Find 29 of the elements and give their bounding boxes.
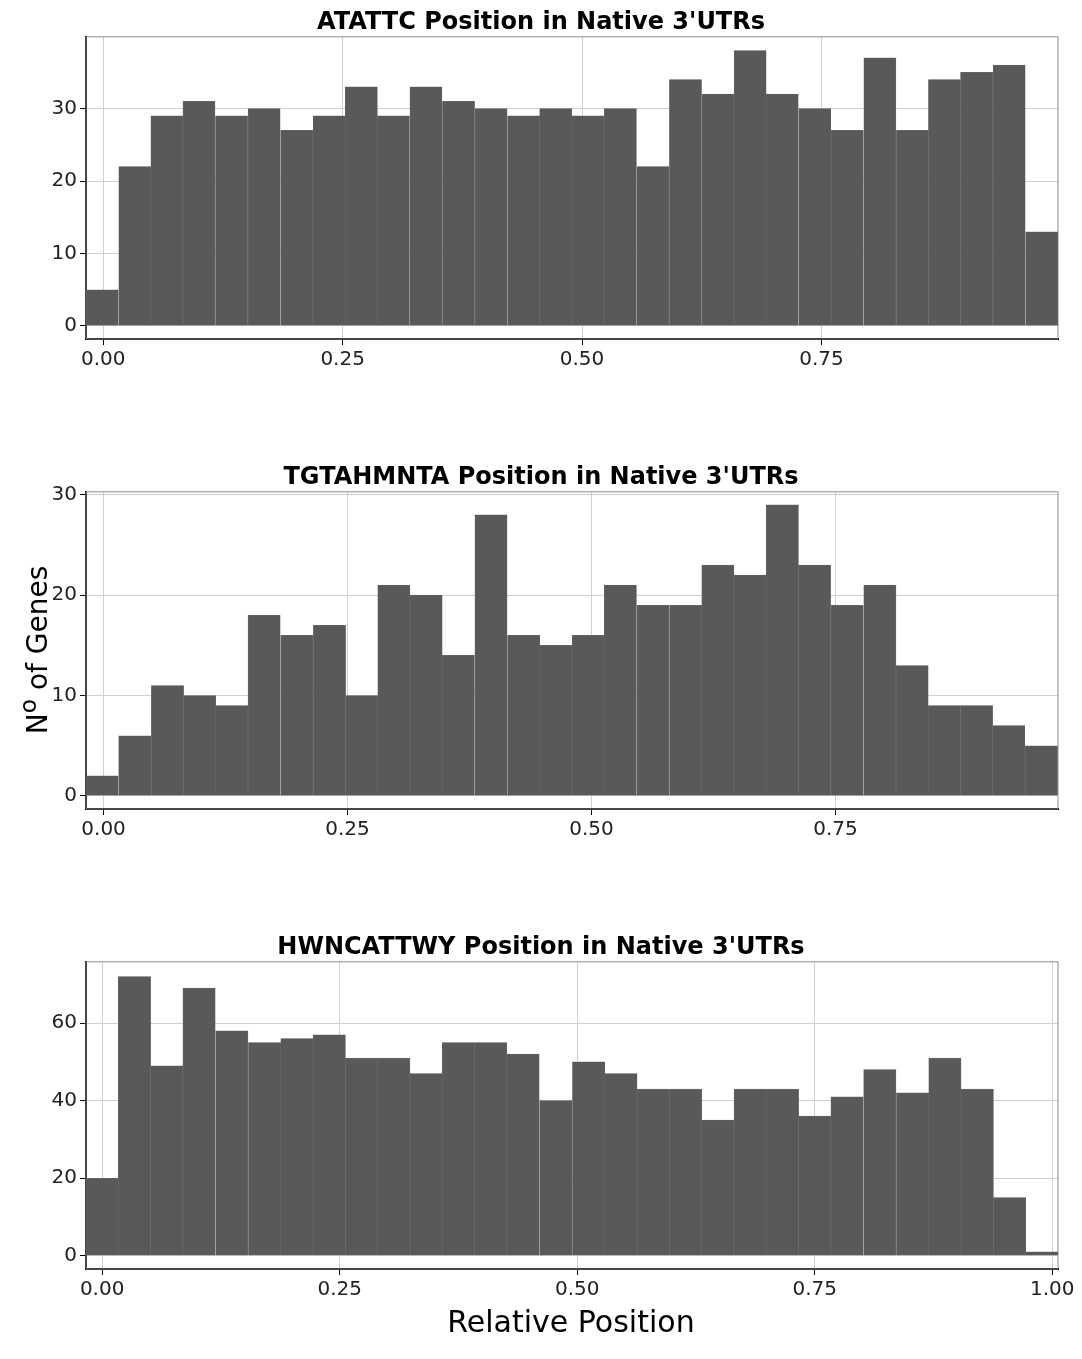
x-tick-label: 0.00: [80, 346, 126, 371]
x-tick-label: 0.50: [554, 1276, 600, 1301]
x-tick-label: 0.50: [559, 346, 605, 371]
x-tick-label: 0.75: [799, 346, 844, 371]
y-tick-label: 60: [51, 1009, 77, 1034]
x-axis-title: Relative Position: [446, 1304, 696, 1339]
chart-title: TGTAHMNTA Position in Native 3'UTRs: [283, 461, 799, 490]
y-tick-label: 30: [51, 481, 77, 506]
x-tick-label: 0.00: [81, 816, 126, 841]
y-tick-label: 20: [51, 1164, 77, 1189]
y-tick-label: 0: [64, 1242, 77, 1267]
y-tick-label: 0: [64, 782, 77, 807]
y-tick-label: 20: [51, 167, 77, 192]
y-tick-label: 40: [51, 1086, 77, 1111]
x-tick-label: 0.00: [79, 1276, 125, 1301]
y-tick-label: 20: [51, 581, 77, 606]
x-tick-label: 1.00: [1030, 1276, 1075, 1301]
x-tick-label: 0.25: [317, 1276, 362, 1301]
y-tick-label: 10: [51, 239, 77, 264]
x-tick-label: 0.75: [813, 816, 858, 841]
chart-title: ATATTC Position in Native 3'UTRs: [316, 6, 766, 35]
x-tick-label: 0.75: [792, 1276, 838, 1301]
chart-title: HWNCATTWY Position in Native 3'UTRs: [277, 931, 805, 960]
y-tick-label: 10: [51, 681, 77, 706]
x-tick-label: 0.50: [569, 816, 614, 841]
y-tick-label: 0: [64, 312, 77, 337]
y-tick-label: 30: [51, 94, 77, 119]
x-tick-label: 0.25: [325, 816, 370, 841]
x-tick-label: 0.25: [320, 346, 365, 371]
